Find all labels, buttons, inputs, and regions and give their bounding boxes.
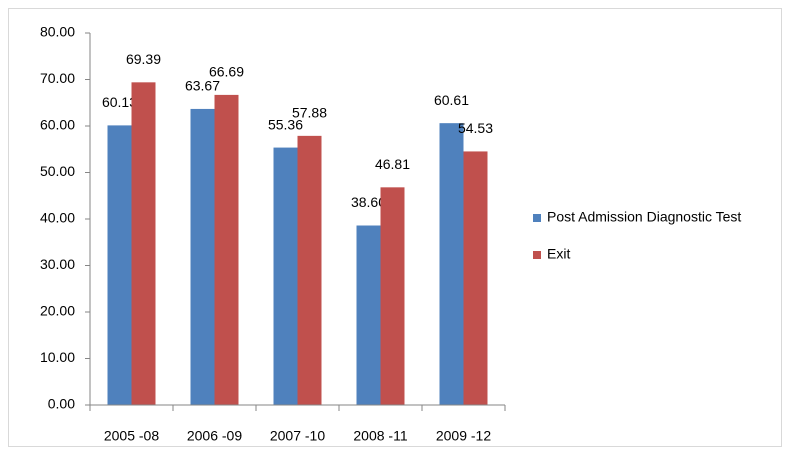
y-tick-label: 60.00	[40, 117, 75, 133]
y-tick-label: 80.00	[40, 24, 75, 40]
data-label: 60.61	[434, 92, 469, 108]
bar	[297, 135, 322, 405]
bar	[131, 82, 156, 406]
bar	[214, 94, 239, 405]
data-label: 46.81	[375, 156, 410, 172]
y-tick-label: 20.00	[40, 303, 75, 319]
y-tick-label: 70.00	[40, 70, 75, 86]
legend-label: Exit	[547, 246, 570, 262]
data-label: 55.36	[268, 116, 303, 132]
bar	[380, 187, 405, 405]
legend-swatch	[533, 214, 541, 222]
bar	[463, 151, 488, 405]
y-tick-label: 10.00	[40, 349, 75, 365]
y-tick-label: 40.00	[40, 210, 75, 226]
y-tick-label: 50.00	[40, 163, 75, 179]
x-tick-label: 2005 -08	[104, 428, 159, 444]
bar	[190, 108, 215, 405]
data-label: 57.88	[292, 105, 327, 121]
x-tick-label: 2009 -12	[436, 428, 491, 444]
bar	[107, 125, 132, 405]
x-tick-label: 2008 -11	[353, 428, 407, 444]
data-label: 69.39	[126, 51, 161, 67]
x-tick-label: 2006 -09	[187, 428, 242, 444]
data-label: 54.53	[458, 120, 493, 136]
data-label: 38.60	[351, 194, 386, 210]
data-label: 60.13	[102, 94, 137, 110]
y-tick-label: 30.00	[40, 256, 75, 272]
y-tick-label: 0.00	[48, 396, 75, 412]
bar	[356, 225, 381, 405]
data-label: 66.69	[209, 64, 244, 80]
data-label: 63.67	[185, 78, 220, 94]
x-tick-label: 2007 -10	[270, 428, 325, 444]
bar	[439, 123, 464, 405]
legend-label: Post Admission Diagnostic Test	[547, 209, 741, 225]
bar	[273, 147, 298, 406]
legend-swatch	[533, 251, 541, 259]
